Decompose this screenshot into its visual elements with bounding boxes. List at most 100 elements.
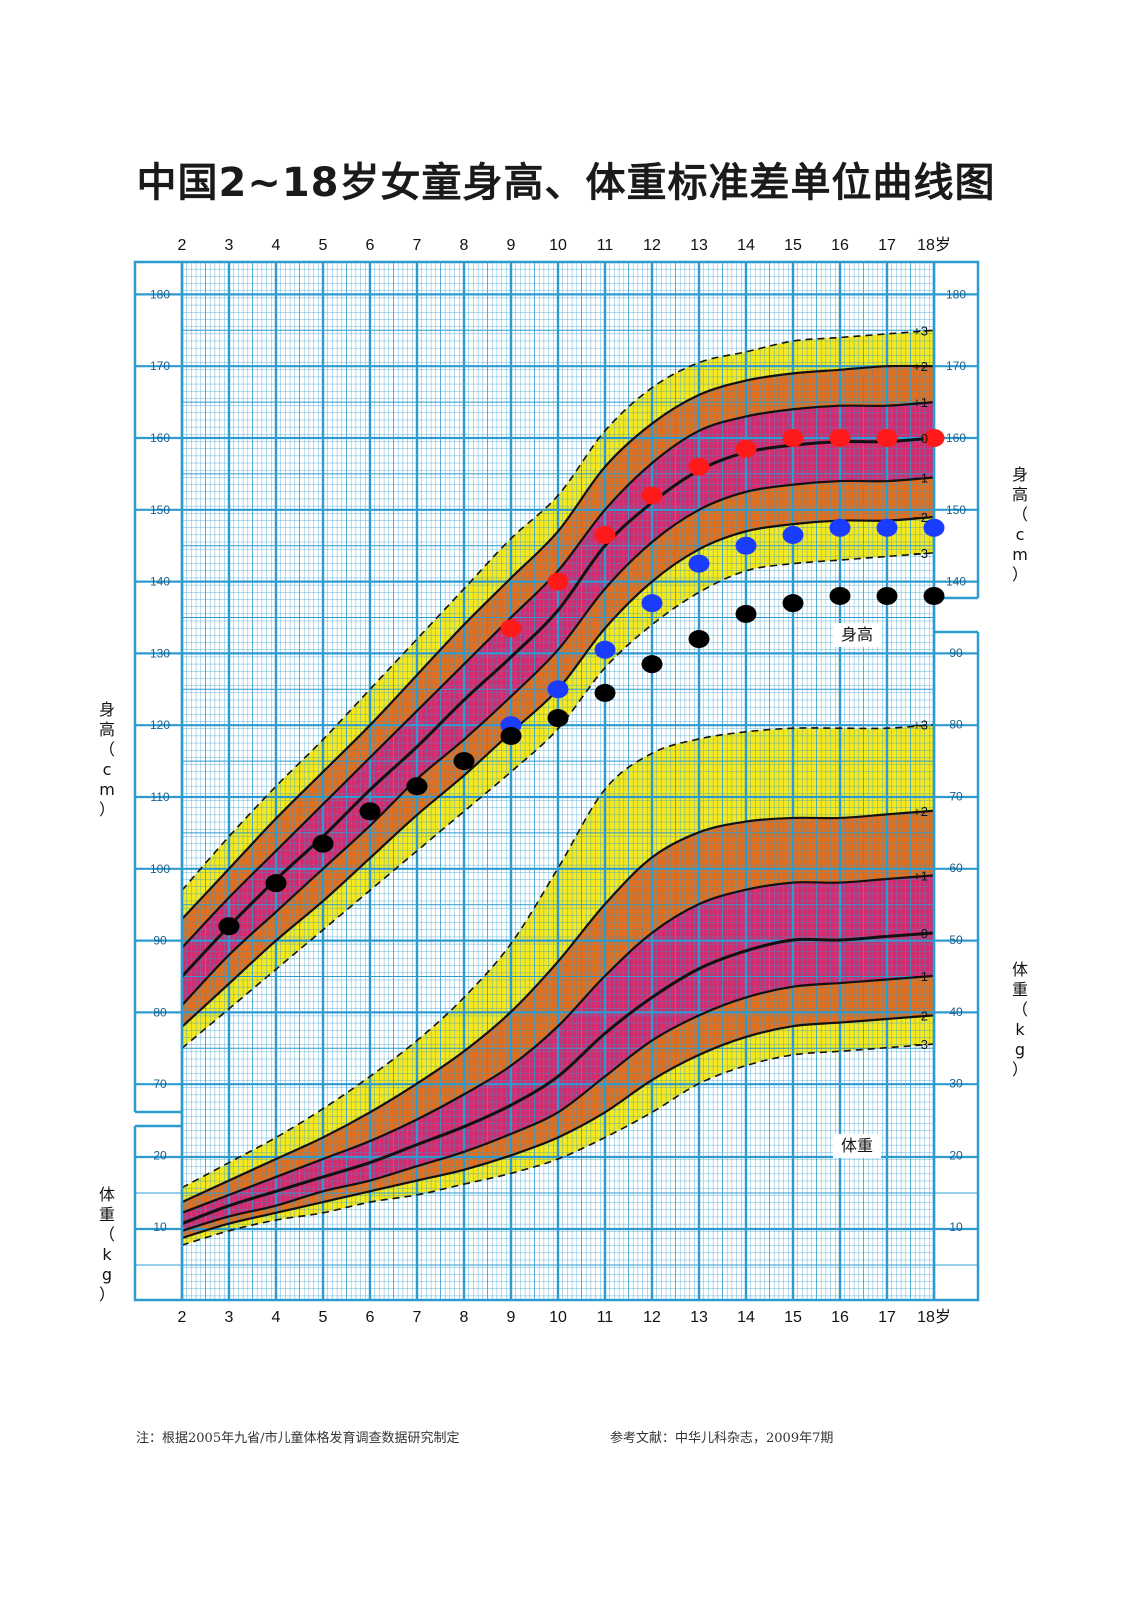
blue-dot — [594, 640, 616, 659]
blue-dot — [782, 525, 804, 544]
data-points — [218, 429, 945, 936]
height-tick-left: 140 — [150, 575, 170, 589]
black-dot — [688, 630, 710, 649]
blue-dot — [547, 680, 569, 699]
height-sd-label: 0 — [921, 431, 928, 446]
height-tick-left: 170 — [150, 359, 170, 373]
x-tick-bottom: 8 — [460, 1309, 469, 1326]
x-tick-bottom: 12 — [643, 1309, 661, 1326]
weight-sd-label: 0 — [921, 926, 928, 941]
weight-curve-p3 — [181, 723, 935, 1189]
red-dot — [923, 429, 945, 447]
weight-tick-right: 50 — [949, 933, 963, 947]
height-sd-label: −3 — [913, 546, 928, 561]
weight-tick-left: 10 — [153, 1220, 167, 1234]
height-tick-right: 150 — [946, 503, 966, 517]
height-axis-title-left: 身高（ c m） — [99, 700, 115, 819]
axis-ticks: 2 2 3 3 4 4 5 5 6 6 7 7 8 8 9 9 10 10 11 11 12 12 13 13 14 14 15 15… — [150, 236, 966, 1326]
x-tick-top: 3 — [225, 237, 234, 254]
chart-labels: +3 +3 +2 +2 +1 +1 0 0 −1 −1 −2 −2 −3 −3 身高（ c m ） 体重（ k g ） 身高… — [99, 323, 1028, 1304]
x-tick-bottom: 4 — [272, 1309, 281, 1326]
x-tick-top: 8 — [460, 237, 469, 254]
weight-tick-left: 20 — [153, 1148, 167, 1162]
weight-tick-right: 80 — [949, 718, 963, 732]
height-axis-title-right: 身高（ c m） — [1012, 465, 1028, 584]
red-dot — [782, 429, 804, 447]
x-tick-bottom: 17 — [878, 1309, 896, 1326]
height-sd-label: +2 — [913, 359, 928, 374]
blue-dot — [735, 536, 757, 555]
weight-curve-m1 — [181, 974, 935, 1232]
weight-axis-title-left: 体重（ k g） — [99, 1185, 115, 1304]
height-tick-left: 100 — [150, 862, 170, 876]
weight-sd-label: +2 — [913, 804, 928, 819]
red-dot — [735, 439, 757, 458]
x-tick-bottom: 18岁 — [917, 1308, 951, 1326]
x-tick-top: 16 — [831, 237, 849, 254]
height-tick-left: 120 — [150, 718, 170, 732]
x-tick-top: 13 — [690, 237, 708, 254]
height-tick-right: 180 — [946, 287, 966, 301]
red-dot — [500, 619, 522, 638]
red-dot — [594, 525, 616, 544]
red-dot — [829, 429, 851, 447]
height-curve-p2 — [181, 364, 935, 920]
black-dot — [876, 586, 898, 605]
height-tick-left: 110 — [150, 790, 169, 804]
x-tick-top: 14 — [737, 237, 755, 254]
height-curve-m3 — [181, 552, 935, 1049]
x-tick-top: 17 — [878, 237, 896, 254]
x-tick-bottom: 7 — [413, 1309, 422, 1326]
red-dot — [641, 486, 663, 505]
weight-curve-p2 — [181, 809, 935, 1204]
footer-note: 注：根据2005年九省/市儿童体格发育调查数据研究制定 — [136, 1431, 460, 1446]
x-tick-bottom: 13 — [690, 1309, 708, 1326]
red-dot — [688, 457, 710, 476]
weight-tick-right: 20 — [949, 1148, 963, 1162]
black-dot — [735, 604, 757, 623]
height-tick-left: 180 — [150, 287, 170, 301]
weight-tick-right: 60 — [949, 861, 963, 875]
height-tick-left: 160 — [150, 431, 170, 445]
outer-frame — [133, 260, 980, 1302]
height-tick-left: 130 — [150, 646, 170, 660]
weight-tick-right: 40 — [949, 1005, 963, 1019]
x-tick-top: 15 — [784, 237, 802, 254]
sd-curves — [180, 329, 935, 1246]
black-dot — [453, 752, 475, 771]
chart-title: 中国2~18岁女童身高、体重标准差单位曲线图 — [136, 160, 996, 206]
weight-axis-title-right: 体重（ k g） — [1012, 960, 1028, 1079]
height-curve-m1 — [181, 476, 935, 1006]
x-tick-bottom: 15 — [784, 1309, 802, 1326]
x-tick-top: 12 — [643, 237, 661, 254]
x-tick-bottom: 5 — [319, 1309, 328, 1326]
x-tick-bottom: 16 — [831, 1309, 849, 1326]
x-tick-bottom: 6 — [366, 1309, 375, 1326]
height-tick-left: 150 — [150, 503, 170, 517]
red-dot — [876, 429, 898, 447]
weight-curve-m2 — [181, 1014, 935, 1240]
x-tick-bottom: 10 — [549, 1309, 567, 1326]
blue-dot — [829, 518, 851, 537]
height-sd-label: −1 — [913, 470, 928, 485]
black-dot — [829, 586, 851, 605]
black-dot — [594, 683, 616, 702]
height-sd-label: +1 — [913, 395, 928, 410]
blue-dot — [688, 554, 710, 573]
weight-curve-m3 — [181, 1043, 935, 1246]
x-tick-top: 18岁 — [917, 236, 951, 254]
black-dot — [641, 655, 663, 674]
height-sd-label: −2 — [913, 510, 928, 525]
left-axis-gap — [133, 1112, 179, 1126]
black-dot — [218, 917, 240, 936]
height-tick-right: 140 — [946, 575, 966, 589]
x-tick-bottom: 2 — [178, 1309, 187, 1326]
weight-sd-label: −2 — [913, 1008, 928, 1023]
black-dot — [312, 834, 334, 853]
weight-chart-label-bg — [833, 1134, 881, 1158]
x-tick-bottom: 11 — [597, 1309, 614, 1326]
blue-dot — [923, 518, 945, 537]
x-tick-top: 4 — [272, 237, 281, 254]
chart-frame — [133, 260, 980, 1302]
weight-curve-p1 — [181, 874, 935, 1214]
